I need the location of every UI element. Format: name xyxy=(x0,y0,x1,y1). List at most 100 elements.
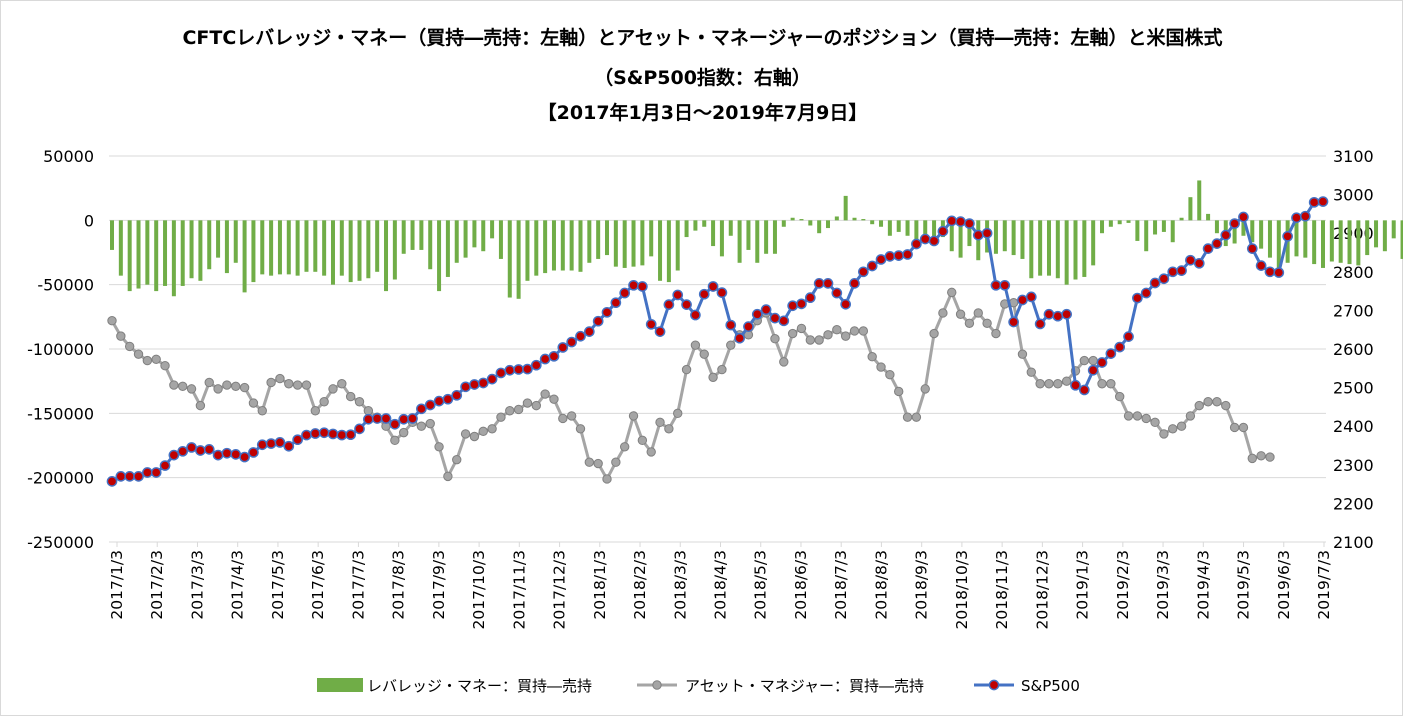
leverage-money-bar xyxy=(1214,220,1219,234)
asset-manager-point xyxy=(1176,421,1187,431)
leverage-money-bar xyxy=(145,220,150,285)
right-axis-tick-label: 2700 xyxy=(1333,301,1374,320)
asset-manager-point xyxy=(160,361,170,371)
leverage-money-bar xyxy=(428,220,433,270)
asset-manager-point xyxy=(531,400,541,411)
asset-manager-point xyxy=(584,457,595,467)
asset-manager-point xyxy=(1061,376,1072,386)
leverage-money-bar xyxy=(870,220,875,225)
asset-manager-point xyxy=(885,370,895,380)
sp500-point xyxy=(248,447,259,458)
leverage-money-bar xyxy=(746,220,751,250)
sp500-point xyxy=(804,292,816,304)
sp500-point xyxy=(265,438,277,449)
asset-manager-point xyxy=(204,377,214,388)
asset-manager-point xyxy=(195,400,206,411)
sp500-point xyxy=(362,413,374,425)
leverage-money-bar xyxy=(1179,217,1184,221)
sp500-point xyxy=(796,298,807,310)
sp500-point xyxy=(1052,310,1064,322)
sp500-point xyxy=(566,336,577,348)
sp500-point xyxy=(460,381,471,393)
asset-manager-point xyxy=(151,354,161,364)
sp500-point xyxy=(725,319,737,331)
asset-manager-point xyxy=(849,326,860,336)
leverage-money-bar xyxy=(772,220,777,254)
right-axis-tick-label: 2100 xyxy=(1333,533,1374,552)
x-axis-tick-label: 2019/2/3 xyxy=(1114,550,1132,620)
sp500-point xyxy=(1123,331,1134,342)
leverage-money-bar xyxy=(1100,220,1105,234)
leverage-money-bar xyxy=(1338,220,1343,263)
asset-manager-point xyxy=(796,323,807,334)
asset-manager-point xyxy=(319,397,329,407)
leverage-money-bar xyxy=(410,220,415,250)
leverage-money-bar xyxy=(702,220,707,227)
legend-marker-asset-manager xyxy=(652,680,662,690)
asset-manager-point xyxy=(452,454,462,465)
leverage-money-bar xyxy=(551,220,556,271)
leverage-money-bar xyxy=(1303,220,1308,258)
asset-manager-point xyxy=(231,381,241,392)
legend-marker-sp500 xyxy=(988,679,1000,691)
asset-manager-point xyxy=(673,408,683,419)
sp500-point xyxy=(283,440,295,452)
sp500-point xyxy=(442,393,454,405)
x-axis-tick-label: 2017/6/3 xyxy=(309,550,327,620)
leverage-money-bar xyxy=(949,220,954,252)
chart-title-line-1: CFTCレバレッジ・マネー（買持―売持：左軸）とアセット・マネージャーのポジショ… xyxy=(182,27,1223,49)
asset-manager-point xyxy=(1256,451,1266,461)
sp500-point xyxy=(849,278,860,289)
leverage-money-bar xyxy=(1329,220,1334,262)
sp500-point xyxy=(787,300,798,312)
asset-manager-point xyxy=(1194,400,1204,411)
x-axis-tick-label: 2017/4/3 xyxy=(229,550,247,620)
leverage-money-bar xyxy=(1259,220,1264,249)
asset-manager-point xyxy=(1238,422,1249,433)
asset-manager-point xyxy=(116,331,126,341)
sp500-point xyxy=(902,249,913,260)
asset-manager-point xyxy=(1203,397,1213,407)
right-axis-tick-label: 2200 xyxy=(1333,494,1374,513)
asset-manager-point xyxy=(708,372,718,383)
asset-manager-point xyxy=(1097,379,1107,389)
asset-manager-point xyxy=(699,349,709,359)
legend-label-asset-manager: アセット・マネジャー：買持―売持 xyxy=(685,677,924,695)
leverage-money-bar xyxy=(277,220,282,275)
sp500-point xyxy=(822,278,834,289)
leverage-money-bar xyxy=(569,220,574,271)
asset-manager-point xyxy=(690,340,701,350)
asset-manager-point xyxy=(1229,422,1240,433)
asset-manager-point xyxy=(1185,411,1196,421)
x-axis-tick-label: 2018/10/3 xyxy=(953,550,971,629)
leverage-money-bar xyxy=(384,220,389,292)
leverage-money-bar xyxy=(993,220,998,254)
sp500-point xyxy=(1158,273,1170,285)
x-axis-tick-label: 2019/1/3 xyxy=(1074,550,1092,620)
sp500-point xyxy=(769,312,781,324)
asset-manager-point xyxy=(390,435,400,446)
x-axis-tick-label: 2018/8/3 xyxy=(872,550,890,620)
leverage-money-bar xyxy=(1312,220,1317,265)
sp500-point xyxy=(1096,357,1108,368)
asset-manager-point xyxy=(955,309,966,319)
asset-manager-point xyxy=(717,364,727,375)
leverage-money-bar xyxy=(834,216,839,221)
x-axis-tick-label: 2018/1/3 xyxy=(591,550,609,620)
sp500-point xyxy=(1202,243,1214,254)
leverage-money-bar xyxy=(1002,220,1007,252)
right-axis-tick-label: 2600 xyxy=(1333,340,1374,359)
leverage-money-bar xyxy=(1321,220,1325,268)
leverage-money-bar xyxy=(1347,220,1352,265)
leverage-money-bar xyxy=(269,220,274,276)
leverage-money-bar xyxy=(251,220,256,283)
sp500-point xyxy=(654,326,666,337)
x-axis-tick-label: 2019/3/3 xyxy=(1154,550,1172,620)
sp500-point xyxy=(230,449,242,460)
sp500-point xyxy=(548,350,560,362)
sp500-point xyxy=(681,299,692,310)
sp500-point xyxy=(1176,265,1187,276)
asset-manager-point xyxy=(982,318,992,328)
asset-manager-point xyxy=(213,384,223,394)
x-axis-tick-label: 2018/9/3 xyxy=(913,550,931,620)
